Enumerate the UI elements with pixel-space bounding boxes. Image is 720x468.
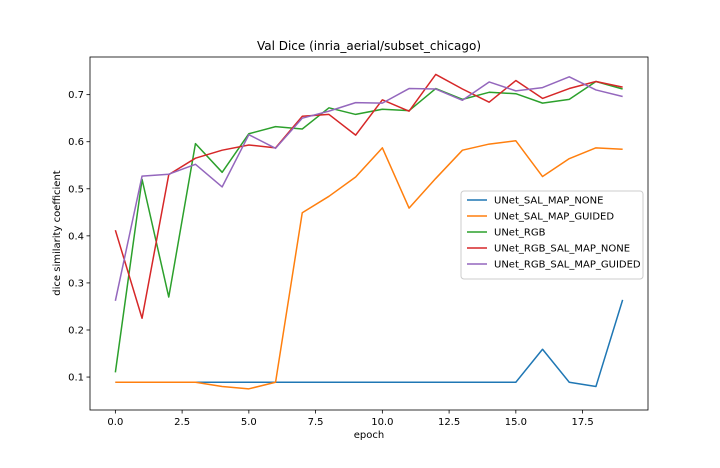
- x-tick-label: 7.5: [308, 417, 324, 428]
- series-line-unet-rgb: [114, 80, 623, 373]
- y-tick-label: 0.5: [68, 184, 84, 195]
- y-tick-label: 0.1: [68, 373, 84, 384]
- x-tick-label: 2.5: [174, 417, 190, 428]
- chart-title: Val Dice (inria_aerial/subset_chicago): [257, 39, 481, 53]
- x-tick-label: 0.0: [107, 417, 123, 428]
- y-tick-label: 0.6: [68, 137, 84, 148]
- series-layer: [114, 73, 624, 390]
- y-tick-label: 0.2: [68, 325, 84, 336]
- x-axis: 0.0 2.5 5.0 7.5 10.0 12.5 15.0 17.5: [107, 410, 594, 428]
- series-line-unet-rgb-sal-map-guided: [114, 76, 623, 301]
- series-line-unet-rgb-sal-map-none: [114, 73, 623, 319]
- x-tick-label: 10.0: [371, 417, 393, 428]
- legend-label: UNet_RGB_SAL_MAP_GUIDED: [494, 260, 641, 271]
- y-axis: 0.1 0.2 0.3 0.4 0.5 0.6 0.7: [68, 90, 90, 384]
- x-tick-label: 15.0: [505, 417, 527, 428]
- legend-label: UNet_SAL_MAP_GUIDED: [494, 212, 614, 223]
- y-tick-label: 0.3: [68, 278, 84, 289]
- legend: UNet_SAL_MAP_NONE UNet_SAL_MAP_GUIDED UNet…: [460, 190, 644, 280]
- y-tick-label: 0.7: [68, 90, 84, 101]
- y-tick-label: 0.4: [68, 231, 84, 242]
- x-tick-label: 17.5: [571, 417, 593, 428]
- x-tick-label: 12.5: [438, 417, 460, 428]
- x-tick-label: 5.0: [241, 417, 257, 428]
- series-line-unet-sal-map-guided: [115, 140, 623, 390]
- x-axis-label: epoch: [354, 430, 384, 441]
- legend-label: UNet_RGB: [494, 228, 546, 239]
- y-axis-label: dice similarity coefficient: [52, 170, 63, 295]
- legend-label: UNet_RGB_SAL_MAP_NONE: [494, 244, 630, 255]
- legend-label: UNet_SAL_MAP_NONE: [494, 196, 603, 207]
- legend-box: [460, 190, 644, 280]
